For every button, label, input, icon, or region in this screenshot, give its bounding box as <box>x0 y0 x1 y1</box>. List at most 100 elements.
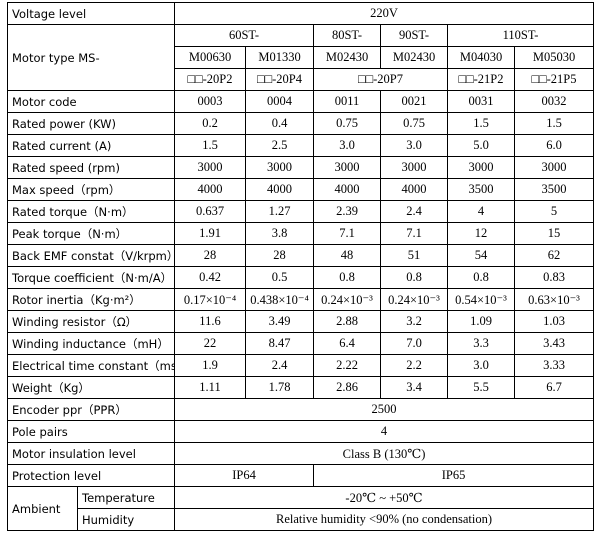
cell-value: 90ST- <box>380 24 449 47</box>
cell-value: 3000 <box>380 156 449 179</box>
cell-value: 0021 <box>380 90 449 113</box>
cell-value: 2.88 <box>313 310 382 333</box>
row-label: Protection level <box>6 464 176 487</box>
cell-value: 48 <box>313 244 382 267</box>
cell-value: 2.5 <box>245 134 315 157</box>
cell-value: 4000 <box>245 178 315 201</box>
cell-value: 0.2 <box>174 112 247 135</box>
cell-value: 0.63×10⁻³ <box>514 288 595 311</box>
cell-value: 3.49 <box>245 310 315 333</box>
table-row: Rated current (A) 1.5 2.5 3.0 3.0 5.0 6.0 <box>6 134 595 157</box>
row-label: Temperature <box>76 486 176 509</box>
table-row: Motor insulation level Class B (130℃) <box>6 442 595 465</box>
row-label: Winding resistor（Ω） <box>6 310 176 333</box>
row-label: Rated current (A) <box>6 134 176 157</box>
cell-value: 1.09 <box>447 310 516 333</box>
cell-value: 1.5 <box>174 134 247 157</box>
row-label: Back EMF constat（V/krpm） <box>6 244 176 267</box>
cell-value: 11.6 <box>174 310 247 333</box>
row-label: Voltage level <box>6 2 176 25</box>
cell-value: IP64 <box>174 464 315 487</box>
cell-value: 8.47 <box>245 332 315 355</box>
table-row: M00630 M01330 M02430 M02430 M04030 M05030 <box>8 46 595 69</box>
cell-value: 5.5 <box>447 376 516 399</box>
cell-value: 3000 <box>174 156 247 179</box>
cell-value: 3000 <box>514 156 595 179</box>
cell-value: Class B (130℃) <box>174 442 595 465</box>
cell-value: 15 <box>514 222 595 245</box>
row-label: Motor code <box>6 90 176 113</box>
row-label: Peak torque（N·m） <box>6 222 176 245</box>
table-row: Rotor inertia（Kg·m²） 0.17×10⁻⁴ 0.438×10⁻⁴ 0… <box>6 288 595 311</box>
cell-value: 5 <box>514 200 595 223</box>
cell-value: 3.2 <box>380 310 449 333</box>
cell-value: 0.42 <box>174 266 247 289</box>
cell-value: IP65 <box>313 464 595 487</box>
cell-value: 0032 <box>514 90 595 113</box>
cell-value: 3.8 <box>245 222 315 245</box>
cell-value: 4 <box>447 200 516 223</box>
row-label: Rotor inertia（Kg·m²） <box>6 288 176 311</box>
cell-value: 28 <box>245 244 315 267</box>
cell-value: 2.86 <box>313 376 382 399</box>
cell-value: 3.0 <box>380 134 449 157</box>
cell-value: 1.9 <box>174 354 247 377</box>
table-row: Encoder ppr（PPR） 2500 <box>6 398 595 421</box>
cell-value: 3.3 <box>447 332 516 355</box>
cell-value: M05030 <box>514 46 595 69</box>
cell-value: 0031 <box>447 90 516 113</box>
cell-value: 2.22 <box>313 354 382 377</box>
cell-value: 0.54×10⁻³ <box>447 288 516 311</box>
cell-value: 60ST- <box>174 24 315 47</box>
table-row: Pole pairs 4 <box>6 420 595 443</box>
cell-value: 2.4 <box>245 354 315 377</box>
row-label: Pole pairs <box>6 420 176 443</box>
cell-value: 3.0 <box>447 354 516 377</box>
cell-value: 80ST- <box>313 24 382 47</box>
row-label: Encoder ppr（PPR） <box>6 398 176 421</box>
cell-value: 2.2 <box>380 354 449 377</box>
row-label: Torque coefficient（N·m/A） <box>6 266 176 289</box>
row-label: Motor type MS- <box>6 24 176 91</box>
cell-value: 0003 <box>174 90 247 113</box>
table-row: □□-20P2 □□-20P4 □□-20P7 □□-21P2 □□-21P5 <box>8 68 595 91</box>
cell-value: 0.83 <box>514 266 595 289</box>
cell-value: 0.8 <box>313 266 382 289</box>
row-label: Motor insulation level <box>6 442 176 465</box>
cell-value: 1.27 <box>245 200 315 223</box>
cell-value: 0.75 <box>313 112 382 135</box>
cell-value: 3000 <box>447 156 516 179</box>
row-label: Winding inductance（mH） <box>6 332 176 355</box>
cell-value: □□-21P2 <box>447 68 516 91</box>
cell-value: 7.0 <box>380 332 449 355</box>
cell-value: □□-20P7 <box>313 68 449 91</box>
cell-value: 0.8 <box>447 266 516 289</box>
cell-value: 0.24×10⁻³ <box>313 288 382 311</box>
table-row: Max speed（rpm） 4000 4000 4000 4000 3500 3500 <box>6 178 595 201</box>
cell-value: M02430 <box>380 46 449 69</box>
cell-value: 51 <box>380 244 449 267</box>
cell-value: □□-21P5 <box>514 68 595 91</box>
cell-value: 1.91 <box>174 222 247 245</box>
cell-value: 3.0 <box>313 134 382 157</box>
table-row: Humidity Relative humidity <90% (no conde… <box>8 508 595 531</box>
cell-value: 0.75 <box>380 112 449 135</box>
cell-value: 1.78 <box>245 376 315 399</box>
cell-value: 4 <box>174 420 595 443</box>
row-label: Electrical time constant（ms） <box>6 354 176 377</box>
cell-value: 0.8 <box>380 266 449 289</box>
table-row: Back EMF constat（V/krpm） 28 28 48 51 54 62 <box>6 244 595 267</box>
cell-value: M02430 <box>313 46 382 69</box>
cell-value: 3000 <box>313 156 382 179</box>
table-row: Weight（Kg） 1.11 1.78 2.86 3.4 5.5 6.7 <box>6 376 595 399</box>
cell-value: 22 <box>174 332 247 355</box>
cell-value: 7.1 <box>313 222 382 245</box>
cell-value: 2.4 <box>380 200 449 223</box>
cell-value: 3.43 <box>514 332 595 355</box>
cell-value: 6.4 <box>313 332 382 355</box>
table-row: Peak torque（N·m） 1.91 3.8 7.1 7.1 12 15 <box>6 222 595 245</box>
cell-value: 0.5 <box>245 266 315 289</box>
cell-value: 3.4 <box>380 376 449 399</box>
cell-value: 0011 <box>313 90 382 113</box>
